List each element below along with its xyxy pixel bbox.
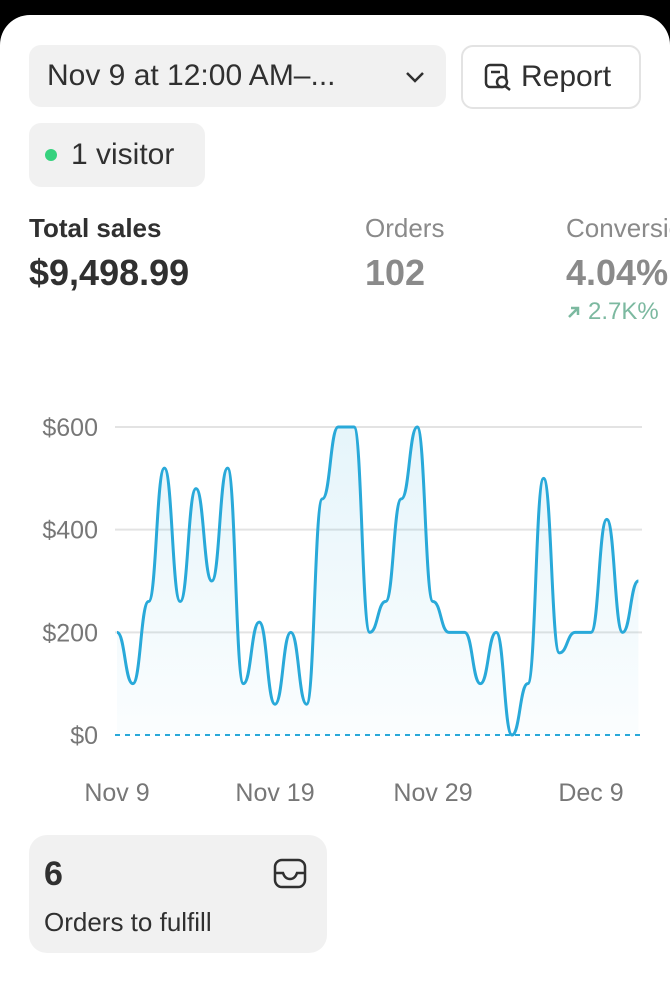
metric-value: $9,498.99 bbox=[29, 252, 190, 293]
chart: $0 $200 $400 $600 Nov 9 Nov 19 Nov 29 Dec 9 bbox=[42, 414, 642, 807]
y-tick-label: $200 bbox=[42, 619, 98, 647]
date-selector[interactable]: Nov 9 at 12:00 AM–... bbox=[29, 45, 446, 107]
area bbox=[117, 427, 639, 735]
inbox-icon bbox=[273, 858, 307, 889]
fulfill-card[interactable]: 6 Orders to fulfill bbox=[29, 835, 327, 953]
x-tick-label: Nov 9 bbox=[84, 779, 149, 807]
x-tick-label: Dec 9 bbox=[558, 779, 623, 807]
screen: Nov 9 at 12:00 AM–... Report 1 visitor T… bbox=[0, 15, 670, 1000]
metric-label: Total sales bbox=[29, 213, 162, 243]
metric[interactable]: Conversion rate 4.04% 2.7K% bbox=[566, 213, 670, 326]
live-dot bbox=[45, 149, 57, 161]
fulfill-count: 6 bbox=[44, 855, 63, 893]
metric-value: 102 bbox=[365, 252, 426, 293]
change-value: 2.7K% bbox=[588, 298, 659, 325]
line bbox=[116, 425, 640, 737]
metric[interactable]: Orders 102 bbox=[365, 213, 444, 294]
metric-value: 4.04% bbox=[566, 252, 669, 293]
y-tick-label: $600 bbox=[42, 414, 98, 442]
report-button[interactable]: Report bbox=[461, 45, 641, 109]
date-range: Nov 9 at 12:00 AM–... bbox=[47, 59, 336, 92]
report-icon bbox=[484, 63, 511, 91]
metric-change: 2.7K% bbox=[566, 298, 670, 326]
up-arrow-icon bbox=[568, 306, 580, 318]
x-tick-label: Nov 19 bbox=[235, 779, 314, 807]
y-tick-label: $400 bbox=[42, 517, 98, 545]
chevron-icon bbox=[406, 72, 424, 83]
visitor-pill[interactable]: 1 visitor bbox=[29, 123, 205, 187]
visitors: 1 visitor bbox=[71, 138, 175, 171]
metric-label: Orders bbox=[365, 213, 445, 243]
metric-label: Conversion rate bbox=[566, 213, 670, 243]
metric[interactable]: Total sales $9,498.99 bbox=[29, 213, 189, 294]
report-label: Report bbox=[521, 60, 612, 93]
x-tick-label: Nov 29 bbox=[393, 779, 472, 807]
y-tick-label: $0 bbox=[70, 722, 98, 750]
fulfill-label: Orders to fulfill bbox=[44, 907, 212, 937]
